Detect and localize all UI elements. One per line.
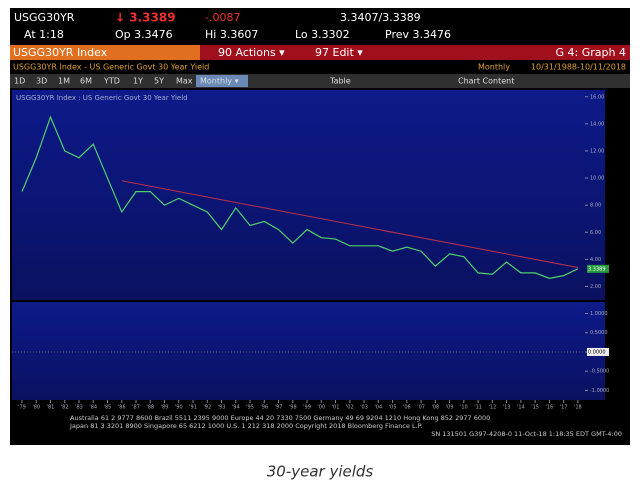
x-tick-label: '14 xyxy=(517,405,525,411)
actions-menu[interactable]: 90 Actions ▾ xyxy=(218,46,285,59)
graph-label: G 4: Graph 4 xyxy=(556,46,626,59)
x-tick-label: '16 xyxy=(545,405,553,411)
toolbar-button[interactable]: 6M xyxy=(80,77,92,86)
info-left: USGG30YR Index - US Generic Govt 30 Year… xyxy=(13,63,209,72)
footer-line: SN 131501 G397-4208-0 11-Oct-18 1:18:35 … xyxy=(431,430,622,438)
upper-panel xyxy=(12,90,605,300)
x-tick-label: '95 xyxy=(246,405,254,411)
high: Hi 3.3607 xyxy=(205,28,258,41)
x-tick-label: '06 xyxy=(403,405,411,411)
toolbar-button[interactable]: Chart Content xyxy=(458,77,514,86)
footer-line: Australia 61 2 9777 8600 Brazil 5511 239… xyxy=(70,414,490,422)
toolbar-button[interactable]: 3D xyxy=(36,77,47,86)
x-tick-label: '07 xyxy=(417,405,425,411)
toolbar-button[interactable]: Table xyxy=(329,77,351,86)
x-tick-label: '01 xyxy=(332,405,340,411)
x-tick-label: '17 xyxy=(560,405,568,411)
x-tick-label: '81 xyxy=(47,405,55,411)
x-tick-label: '12 xyxy=(488,405,496,411)
x-tick-label: '97 xyxy=(275,405,283,411)
y-tick-label: 8.00 xyxy=(590,203,601,209)
y-tick-label: 10.00 xyxy=(590,176,604,182)
caption: 30-year yields xyxy=(267,463,374,481)
last-value-label: 3.3389 xyxy=(588,266,606,272)
x-tick-label: '83 xyxy=(75,405,83,411)
x-tick-label: '90 xyxy=(175,405,183,411)
last-value-box xyxy=(587,264,609,273)
y-tick-label: -0.5000 xyxy=(590,369,609,375)
y-tick-label: 12.00 xyxy=(590,148,604,154)
change: -.0087 xyxy=(205,11,240,24)
x-tick-label: '87 xyxy=(132,405,140,411)
y-tick-label: 16.00 xyxy=(590,94,604,100)
period-select[interactable] xyxy=(196,75,248,87)
x-tick-label: '10 xyxy=(460,405,468,411)
toolbar-button[interactable]: 1M xyxy=(58,77,70,86)
toolbar-button[interactable]: 1D xyxy=(14,77,25,86)
edit-menu[interactable]: 97 Edit ▾ xyxy=(315,46,363,59)
x-tick-label: '99 xyxy=(303,405,311,411)
lower-panel xyxy=(12,302,605,400)
toolbar xyxy=(10,74,630,88)
x-tick-label: '18 xyxy=(574,405,582,411)
x-tick-label: '91 xyxy=(189,405,197,411)
security-field[interactable] xyxy=(10,45,200,60)
lower-last-box xyxy=(587,347,609,356)
x-tick-label: '13 xyxy=(503,405,511,411)
x-tick-label: '94 xyxy=(232,405,240,411)
y-tick-label: -1.0000 xyxy=(590,388,609,394)
y-tick-label: 14.00 xyxy=(590,121,604,127)
x-tick-label: '09 xyxy=(446,405,454,411)
x-tick-label: '05 xyxy=(389,405,397,411)
toolbar-button[interactable]: YTD xyxy=(103,77,120,86)
open: Op 3.3476 xyxy=(115,28,173,41)
prev: Prev 3.3476 xyxy=(385,28,451,41)
x-tick-label: '89 xyxy=(161,405,169,411)
x-tick-label: '11 xyxy=(474,405,482,411)
trend-line xyxy=(121,180,578,268)
x-tick-label: '96 xyxy=(260,405,268,411)
y-tick-label: 4.00 xyxy=(590,257,601,263)
y-tick-label: 2.00 xyxy=(590,284,601,290)
toolbar-button[interactable]: 1Y xyxy=(133,77,143,86)
bid-ask: 3.3407/3.3389 xyxy=(340,11,421,24)
toolbar-button[interactable]: 5Y xyxy=(154,77,164,86)
toolbar-button[interactable]: Max xyxy=(176,77,193,86)
security[interactable]: USGG30YR Index xyxy=(13,46,108,59)
x-tick-label: '98 xyxy=(289,405,297,411)
x-tick-label: '93 xyxy=(218,405,226,411)
chart-title: USGG30YR Index : US Generic Govt 30 Year… xyxy=(16,94,188,102)
y-tick-label: 0.5000 xyxy=(590,330,608,336)
time: At 1:18 xyxy=(24,28,64,41)
x-tick-label: '00 xyxy=(317,405,325,411)
yield-line xyxy=(21,115,579,279)
x-tick-label: '84 xyxy=(89,405,97,411)
x-tick-label: '08 xyxy=(431,405,439,411)
x-tick-label: '85 xyxy=(104,405,112,411)
last-price: ↓ 3.3389 xyxy=(115,11,176,25)
x-tick-label: '88 xyxy=(146,405,154,411)
footer-line: Japan 81 3 3201 8900 Singapore 65 6212 1… xyxy=(69,422,423,430)
x-tick-label: '03 xyxy=(360,405,368,411)
x-tick-label: '79 xyxy=(18,405,26,411)
x-tick-label: '04 xyxy=(374,405,382,411)
toolbar-button[interactable]: Monthly ▾ xyxy=(200,77,239,86)
x-tick-label: '02 xyxy=(346,405,354,411)
ticker: USGG30YR xyxy=(14,11,75,24)
low: Lo 3.3302 xyxy=(295,28,350,41)
y-tick-label: 6.00 xyxy=(590,230,601,236)
y-tick-label: 1.0000 xyxy=(590,311,608,317)
x-tick-label: '80 xyxy=(32,405,40,411)
lower-last-label: 0.0000 xyxy=(588,349,606,355)
x-tick-label: '86 xyxy=(118,405,126,411)
info-period: Monthly xyxy=(478,63,510,72)
x-tick-label: '92 xyxy=(203,405,211,411)
x-tick-label: '82 xyxy=(61,405,69,411)
x-tick-label: '15 xyxy=(531,405,539,411)
info-range: 10/31/1988-10/11/2018 xyxy=(531,63,626,72)
